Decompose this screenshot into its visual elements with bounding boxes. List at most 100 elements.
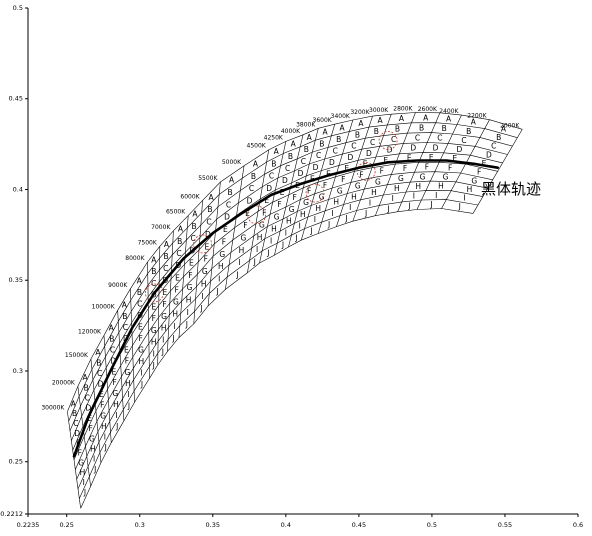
locus-annotation: 黑体轨迹 bbox=[481, 180, 541, 198]
bin-letter: F bbox=[188, 271, 192, 280]
cct-label: 10000K bbox=[92, 303, 116, 310]
bin-letter: E bbox=[326, 169, 331, 178]
bin-letter: H bbox=[138, 357, 144, 366]
bin-letter: G bbox=[289, 205, 295, 214]
bin-letter: F bbox=[139, 334, 143, 343]
bin-letter: J bbox=[199, 304, 202, 313]
bin-letter: G bbox=[173, 298, 179, 307]
bin-letter: I bbox=[187, 308, 189, 317]
bin-letter: H bbox=[90, 445, 96, 454]
bin-letter: E bbox=[204, 242, 209, 251]
bin-letter: D bbox=[205, 230, 211, 239]
bin-letter: I bbox=[270, 236, 272, 245]
bin-letter: J bbox=[152, 361, 155, 370]
duv-line bbox=[72, 152, 503, 451]
bin-letter: F bbox=[262, 208, 266, 217]
bin-letter: B bbox=[288, 152, 293, 161]
bin-letter: G bbox=[337, 186, 343, 195]
bin-letter: I bbox=[349, 203, 351, 212]
bin-letter: A bbox=[340, 123, 346, 132]
bin-letter: D bbox=[313, 163, 319, 172]
bin-letter: J bbox=[115, 422, 118, 431]
cct-label: 12000K bbox=[78, 328, 102, 335]
bin-letter: D bbox=[98, 380, 104, 389]
bin-letter: J bbox=[458, 202, 461, 211]
cct-label: 2000K bbox=[500, 122, 520, 129]
bin-letter: J bbox=[266, 249, 269, 258]
bin-letter: A bbox=[192, 210, 198, 219]
bin-letter: H bbox=[257, 233, 263, 242]
bin-letter: B bbox=[395, 125, 400, 134]
bin-letter: C bbox=[301, 157, 306, 166]
bin-letter: B bbox=[496, 133, 501, 142]
bin-letter: A bbox=[501, 124, 507, 133]
cct-label: 6000K bbox=[180, 193, 200, 200]
bin-letter: G bbox=[187, 283, 193, 292]
bin-letter: A bbox=[307, 133, 313, 142]
bin-letter: E bbox=[452, 154, 457, 163]
x-tick-label: 0.25 bbox=[59, 521, 73, 529]
highlight-circle bbox=[247, 205, 267, 225]
bin-letter: E bbox=[429, 153, 434, 162]
bin-letter: G bbox=[375, 177, 381, 186]
bin-letter: I bbox=[392, 194, 394, 203]
bin-letter: J bbox=[83, 488, 86, 497]
bin-letter: C bbox=[191, 234, 196, 243]
bin-letter: C bbox=[163, 264, 168, 273]
bin-letter: D bbox=[387, 146, 393, 155]
bin-letter: B bbox=[355, 130, 360, 139]
bin-letter: J bbox=[430, 200, 433, 209]
bin-letter: E bbox=[175, 273, 180, 282]
bin-letter: I bbox=[463, 194, 465, 203]
bin-letter: C bbox=[285, 164, 290, 173]
bin-letter: C bbox=[391, 135, 396, 144]
bin-letter: A bbox=[95, 348, 101, 357]
bin-letter: H bbox=[151, 338, 157, 347]
bin-letter: C bbox=[249, 184, 254, 193]
highlight-circle bbox=[378, 131, 398, 150]
cct-label: 2200K bbox=[467, 113, 487, 120]
bin-letter: D bbox=[366, 149, 372, 158]
bin-letter: E bbox=[383, 156, 388, 165]
bin-letter: I bbox=[369, 198, 371, 207]
bin-letter: A bbox=[137, 277, 143, 286]
bin-letter: E bbox=[163, 288, 168, 297]
bin-letter: J bbox=[327, 220, 330, 229]
bin-letter: J bbox=[172, 334, 175, 343]
bin-letter: E bbox=[264, 196, 269, 205]
highlight-circle bbox=[193, 234, 212, 254]
bin-letter: J bbox=[104, 443, 107, 452]
cct-label: 20000K bbox=[52, 379, 76, 386]
bin-letter: C bbox=[226, 200, 231, 209]
bin-letter: G bbox=[138, 346, 144, 355]
y-tick-label: 0.2212 bbox=[0, 510, 23, 518]
bin-letter: I bbox=[162, 336, 164, 345]
bin-letter: F bbox=[89, 424, 93, 433]
bin-letter: J bbox=[344, 214, 347, 223]
bin-letter: H bbox=[415, 182, 421, 191]
bin-letter: E bbox=[344, 164, 349, 173]
bin-letter: J bbox=[281, 241, 284, 250]
bin-letter: J bbox=[294, 233, 297, 242]
bin-letter: F bbox=[323, 181, 327, 190]
bin-letter: B bbox=[191, 222, 196, 231]
bin-letter: D bbox=[433, 143, 439, 152]
bin-letter: D bbox=[247, 196, 253, 205]
bin-letter: C bbox=[269, 172, 274, 181]
isotherm-line bbox=[67, 411, 81, 509]
highlighted-bins bbox=[144, 131, 398, 303]
x-tick-label: 0.5 bbox=[427, 521, 437, 529]
bin-letter: J bbox=[386, 204, 389, 213]
bin-letter: C bbox=[97, 369, 102, 378]
duv-line bbox=[75, 171, 493, 470]
bin-letter: H bbox=[286, 217, 292, 226]
x-tick-label: 0.35 bbox=[206, 521, 220, 529]
bin-letter: A bbox=[253, 159, 259, 168]
bin-letter: C bbox=[137, 300, 142, 309]
bin-letter: I bbox=[141, 369, 143, 378]
bin-letter: A bbox=[82, 373, 88, 382]
bin-letter: B bbox=[122, 312, 127, 321]
y-tick-label: 0.4 bbox=[13, 185, 23, 193]
bin-letter: B bbox=[251, 172, 256, 181]
